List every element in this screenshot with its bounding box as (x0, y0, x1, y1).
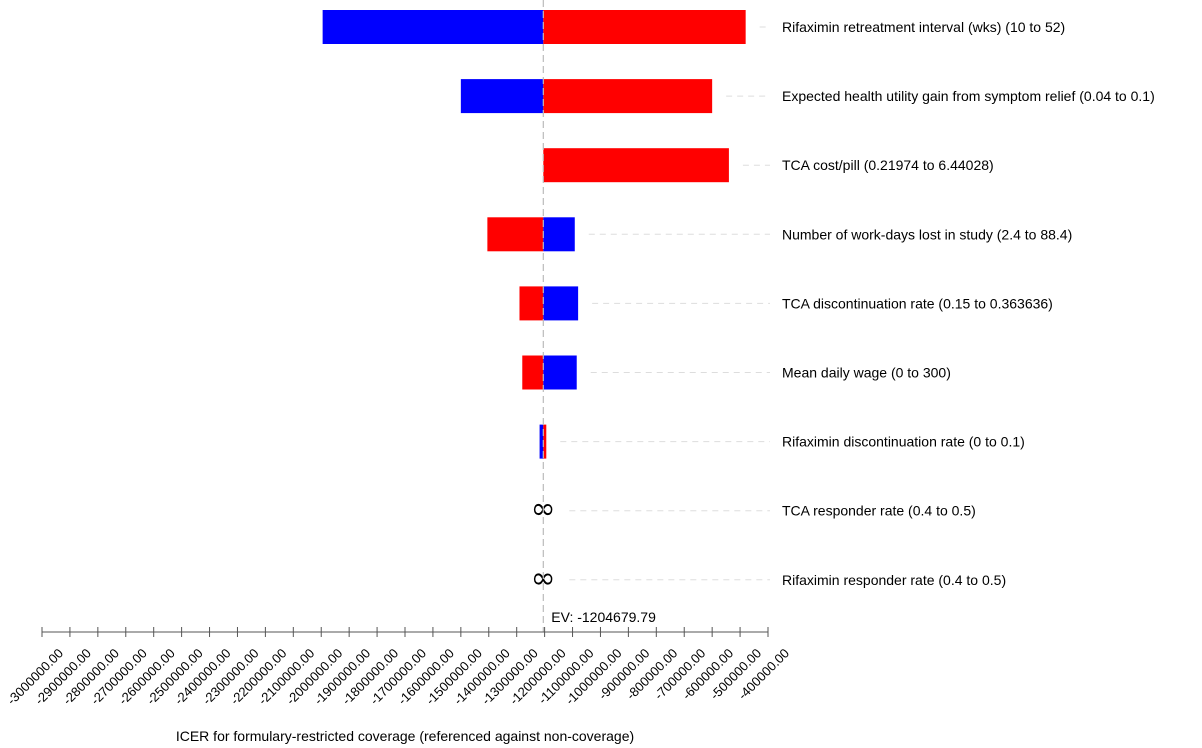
x-axis: -3000000.00-2900000.00-2800000.00-270000… (4, 627, 792, 708)
bar-segment-high (543, 424, 547, 459)
x-axis-title: ICER for formulary-restricted coverage (… (176, 728, 634, 744)
bar-segment-high (487, 217, 544, 252)
row-label: Number of work-days lost in study (2.4 t… (782, 226, 1072, 242)
row-label: Expected health utility gain from sympto… (782, 88, 1155, 104)
row-label: TCA cost/pill (0.21974 to 6.44028) (782, 157, 994, 173)
row-label: TCA responder rate (0.4 to 0.5) (782, 503, 976, 519)
bar-segment-high (519, 286, 544, 321)
row-label: Rifaximin responder rate (0.4 to 0.5) (782, 572, 1006, 588)
bar-segment-low (460, 79, 544, 114)
bar-segment-high (543, 79, 713, 114)
row-label: Rifaximin discontinuation rate (0 to 0.1… (782, 434, 1025, 450)
ev-label: EV: -1204679.79 (551, 609, 656, 625)
bar-segment-low (543, 286, 579, 321)
row-label: TCA discontinuation rate (0.15 to 0.3636… (782, 295, 1053, 311)
bar-segment-high (543, 148, 729, 183)
bar-segment-low (543, 217, 575, 252)
bar-segment-high (522, 355, 544, 390)
guide-lines (560, 26, 770, 581)
bar-segment-low (543, 355, 577, 390)
row-label: Mean daily wage (0 to 300) (782, 365, 951, 381)
row-labels: Rifaximin retreatment interval (wks) (10… (782, 19, 1155, 588)
bar-segment-low (322, 10, 544, 44)
bar-segment-low (539, 424, 544, 459)
bar-segment-high (543, 10, 746, 44)
row-label: Rifaximin retreatment interval (wks) (10… (782, 19, 1065, 35)
